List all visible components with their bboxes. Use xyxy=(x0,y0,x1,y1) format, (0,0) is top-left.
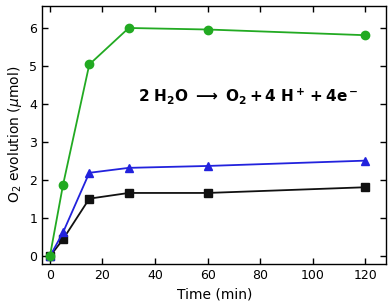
X-axis label: Time (min): Time (min) xyxy=(176,287,252,301)
Text: $\mathbf{2\ H_2O\ \longrightarrow\ O_2 + 4\ H^+ + 4e^-}$: $\mathbf{2\ H_2O\ \longrightarrow\ O_2 +… xyxy=(138,86,359,106)
Y-axis label: O$_2$ evolution ($\mu$mol): O$_2$ evolution ($\mu$mol) xyxy=(5,66,24,204)
